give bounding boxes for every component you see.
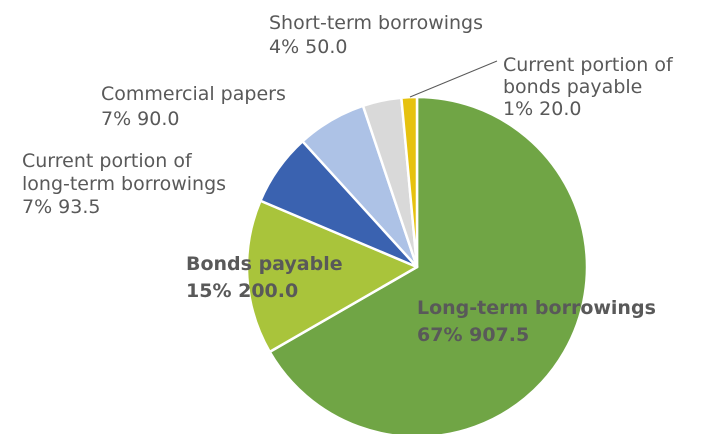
label-current-bonds-line2: bonds payable [503,76,642,98]
label-current-bonds-line1: Current portion of [503,54,674,76]
leader-line [409,60,498,98]
label-bonds-payable-name: Bonds payable [186,253,343,275]
label-current-bonds-stat: 1% 20.0 [503,98,582,120]
pie-slice-current-portion-of-bonds-payable [400,95,419,269]
pie-slice-long-term-borrowings [268,95,589,434]
label-long-term-borrowings-name: Long-term borrowings [417,297,656,319]
label-long-term-borrowings-stat: 67% 907.5 [417,324,529,346]
label-short-term-borrowings-stat: 4% 50.0 [269,36,348,58]
label-current-lt-line1: Current portion of [22,150,193,172]
label-current-lt-line2: long-term borrowings [22,173,226,195]
label-current-lt-stat: 7% 93.5 [22,196,101,218]
label-commercial-papers-stat: 7% 90.0 [101,108,180,130]
pie-slices [245,95,589,434]
label-commercial-papers-name: Commercial papers [101,83,286,105]
label-bonds-payable-stat: 15% 200.0 [186,280,298,302]
label-short-term-borrowings-name: Short-term borrowings [269,12,483,34]
pie-slice-bonds-payable [245,199,419,354]
